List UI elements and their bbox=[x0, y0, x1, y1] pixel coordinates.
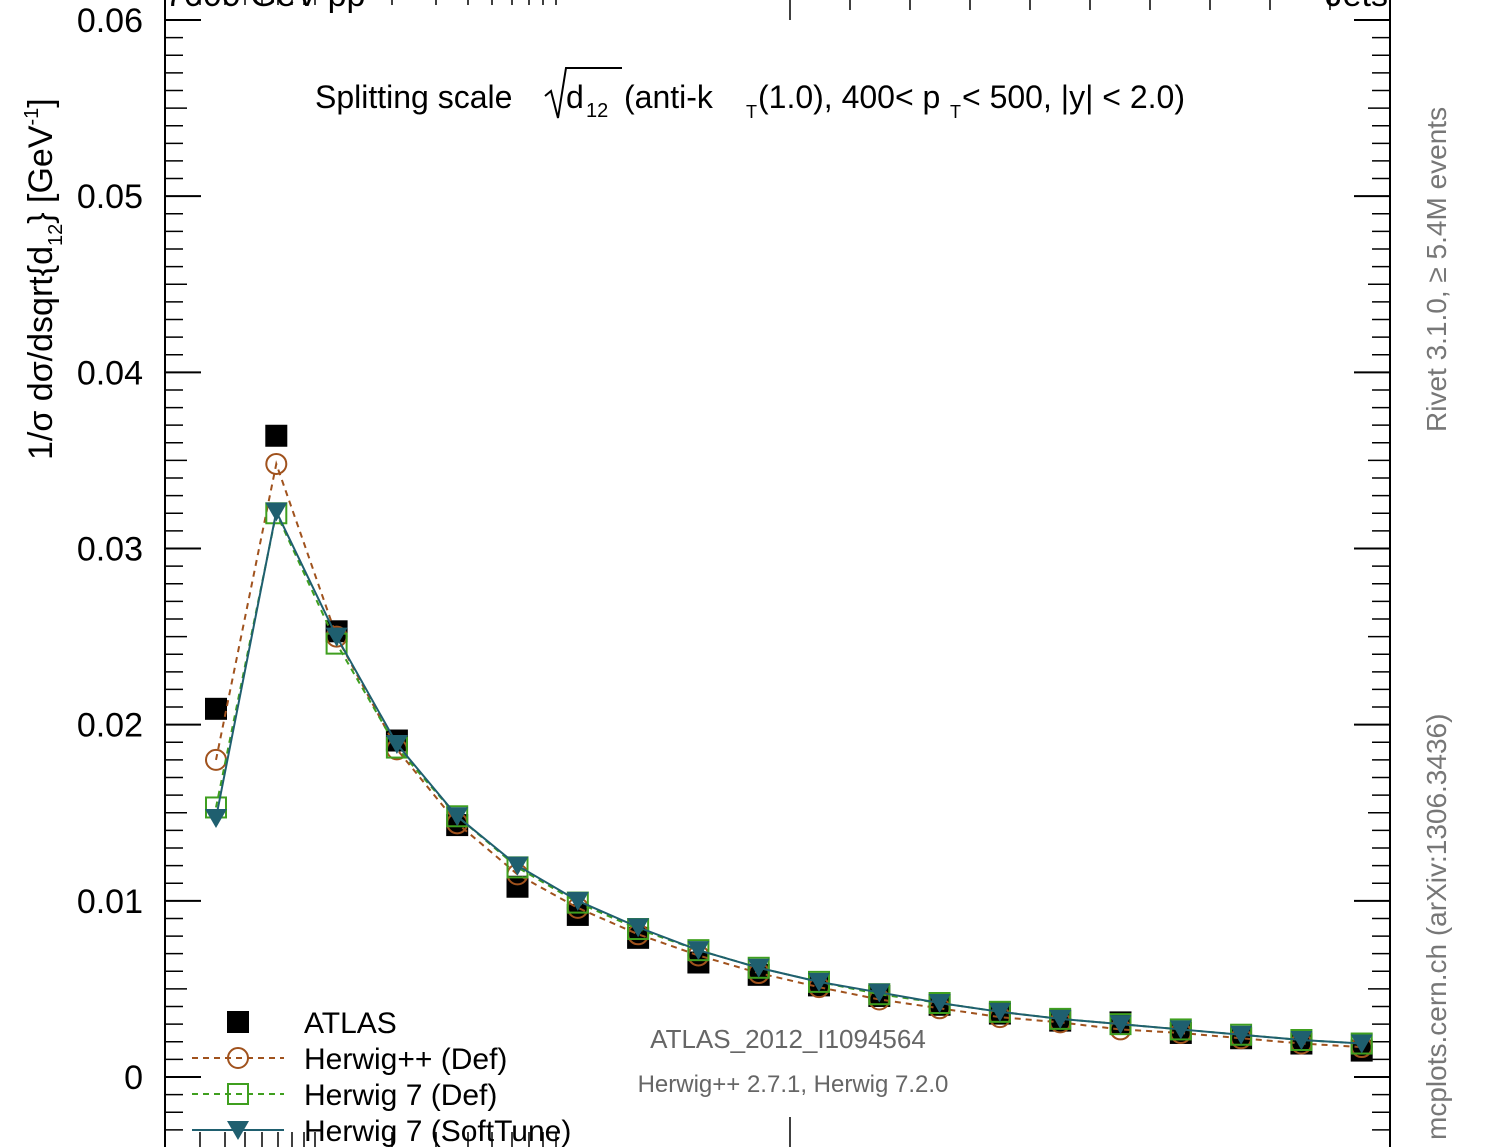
title-sub2: T bbox=[950, 102, 961, 122]
data-point bbox=[265, 452, 288, 475]
title-sub1: T bbox=[746, 102, 757, 122]
data-point bbox=[747, 958, 770, 978]
ylabel-sub: 12 bbox=[45, 224, 67, 246]
series-1 bbox=[205, 452, 1373, 1059]
series-2 bbox=[205, 502, 1373, 1055]
data-point bbox=[1049, 1009, 1072, 1029]
data-point bbox=[1230, 1025, 1253, 1045]
title-prefix: Splitting scale bbox=[315, 79, 512, 115]
title-mid2: (1.0), 400< p bbox=[758, 79, 940, 115]
ylabel-main: 1/σ dσ/dsqrt{d bbox=[22, 246, 60, 460]
svg-text:1/σ dσ/dsqrt{d12} [GeV-1]: 1/σ dσ/dsqrt{d12} [GeV-1] bbox=[21, 98, 67, 460]
data-point bbox=[808, 972, 830, 992]
legend-label: Herwig++ (Def) bbox=[304, 1043, 507, 1076]
top-left-text: 7000 GeV pp bbox=[165, 0, 365, 14]
ylabel-sup: -1 bbox=[21, 108, 43, 126]
data-point bbox=[928, 994, 951, 1014]
legend-label: Herwig 7 (SoftTune) bbox=[304, 1115, 571, 1147]
data-point bbox=[988, 1002, 1011, 1022]
ylabel-end: } [GeV bbox=[22, 125, 60, 224]
data-point bbox=[1169, 1020, 1192, 1040]
chart-title: Splitting scale d 12 (anti-k T (1.0), 40… bbox=[315, 67, 1185, 122]
y-tick-label: 0.04 bbox=[77, 354, 143, 392]
top-right-text: Jets bbox=[1326, 0, 1388, 14]
y-ticks: 0 0.01 0.02 0.03 0.04 0.05 0.06 bbox=[77, 2, 1390, 1131]
data-point bbox=[446, 807, 469, 827]
title-suffix: < 500, |y| < 2.0) bbox=[962, 79, 1185, 115]
data-point bbox=[325, 627, 348, 647]
y-tick-label: 0.05 bbox=[77, 178, 143, 216]
data-point bbox=[205, 809, 227, 829]
y-tick-label: 0 bbox=[124, 1059, 143, 1097]
y-tick-label: 0.06 bbox=[77, 2, 143, 40]
legend-marker bbox=[227, 1047, 249, 1069]
series-line bbox=[215, 508, 1362, 1045]
legend-marker bbox=[227, 1121, 249, 1140]
series-0 bbox=[205, 424, 1373, 1062]
data-point bbox=[205, 697, 227, 720]
analysis-label: ATLAS_2012_I1094564 bbox=[650, 1024, 926, 1054]
data-point bbox=[265, 424, 288, 447]
data-point bbox=[868, 983, 891, 1003]
data-point bbox=[506, 856, 529, 876]
data-point bbox=[1290, 1031, 1313, 1051]
data-point bbox=[265, 502, 288, 522]
sqrt-sign bbox=[544, 67, 622, 119]
legend-label: ATLAS bbox=[304, 1007, 397, 1040]
legend-entry: ATLAS bbox=[227, 1007, 397, 1040]
series-line bbox=[215, 510, 1362, 1045]
legend-entry: Herwig 7 (SoftTune) bbox=[192, 1115, 571, 1147]
legend-marker bbox=[227, 1083, 249, 1105]
data-point bbox=[627, 918, 650, 938]
data-point bbox=[506, 875, 529, 898]
title-mid: (anti-k bbox=[624, 79, 714, 115]
data-point bbox=[385, 735, 408, 755]
y-axis-label: 1/σ dσ/dsqrt{d12} [GeV-1] bbox=[21, 98, 67, 460]
generators-label: Herwig++ 2.7.1, Herwig 7.2.0 bbox=[638, 1071, 949, 1098]
title-sqrt-sub: 12 bbox=[586, 100, 608, 122]
legend-entry: Herwig 7 (Def) bbox=[192, 1079, 497, 1112]
ylabel-close: ] bbox=[22, 98, 60, 107]
y-tick-label: 0.02 bbox=[77, 707, 143, 745]
series-3 bbox=[205, 502, 1373, 1054]
plot-frame bbox=[164, 0, 1391, 1147]
data-point bbox=[1109, 1015, 1132, 1035]
right-label-bottom: mcplots.cern.ch (arXiv:1306.3436) bbox=[1421, 714, 1452, 1140]
data-point bbox=[1350, 1034, 1373, 1054]
right-label-top: Rivet 3.1.0, ≥ 5.4M events bbox=[1421, 107, 1452, 432]
series-layer bbox=[205, 424, 1373, 1062]
title-sqrt-d: d bbox=[566, 79, 584, 115]
legend-entry: Herwig++ (Def) bbox=[192, 1043, 507, 1076]
data-point bbox=[566, 891, 589, 911]
y-tick-label: 0.01 bbox=[77, 883, 143, 921]
x-ticks bbox=[164, 0, 1391, 1147]
y-tick-label: 0.03 bbox=[77, 531, 143, 569]
legend-label: Herwig 7 (Def) bbox=[304, 1079, 497, 1112]
legend-marker bbox=[227, 1011, 249, 1033]
data-point bbox=[687, 941, 710, 961]
